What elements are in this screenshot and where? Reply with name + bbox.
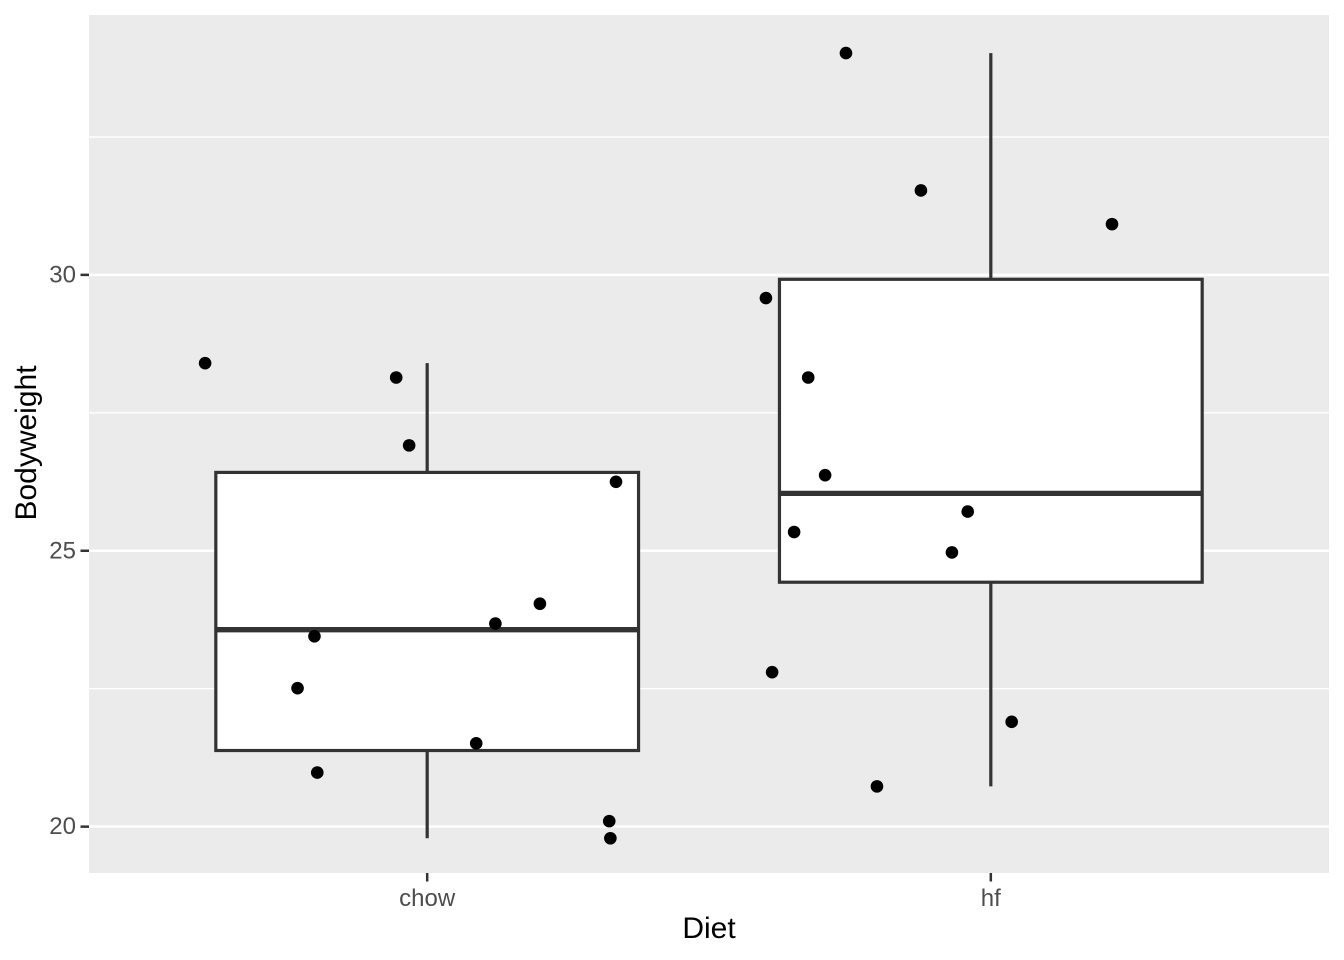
y-tick-label: 20 [49, 813, 76, 840]
data-point-chow [469, 737, 483, 750]
data-point-hf [759, 291, 773, 305]
data-point-chow [402, 439, 416, 452]
data-point-hf [765, 665, 779, 679]
data-point-hf [945, 546, 959, 559]
data-point-chow [609, 475, 623, 489]
data-point-chow [602, 814, 616, 828]
data-point-chow [308, 629, 321, 643]
x-axis-title: Diet [682, 912, 736, 945]
x-tick-label-hf: hf [981, 885, 1001, 912]
box-hf [777, 277, 1204, 584]
data-point-hf [1005, 715, 1018, 729]
data-point-hf [961, 505, 975, 518]
data-point-hf [818, 468, 832, 482]
data-point-hf [914, 184, 928, 197]
data-point-hf [787, 525, 801, 539]
data-point-chow [533, 597, 547, 611]
data-point-hf [839, 46, 853, 60]
data-point-hf [1105, 217, 1119, 231]
box-chow [214, 470, 641, 753]
data-point-hf [801, 371, 815, 384]
y-axis-title: Bodyweight [10, 365, 43, 521]
data-point-chow [389, 371, 403, 384]
y-tick-label: 25 [49, 537, 76, 564]
data-point-chow [604, 831, 617, 845]
y-tick-label: 30 [49, 261, 76, 288]
x-tick-label-chow: chow [399, 885, 456, 912]
data-point-chow [291, 681, 304, 695]
data-point-chow [310, 766, 324, 779]
data-point-chow [198, 356, 212, 370]
data-point-chow [489, 617, 502, 630]
data-point-hf [870, 780, 884, 793]
